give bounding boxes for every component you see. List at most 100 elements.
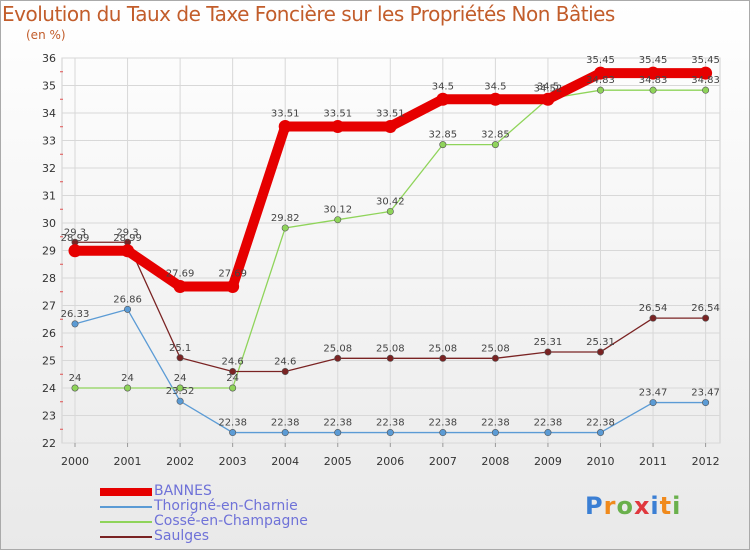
legend-label: BANNES bbox=[154, 483, 212, 499]
data-label: 32.85 bbox=[481, 130, 510, 141]
legend-swatch bbox=[100, 488, 152, 496]
data-point bbox=[541, 92, 555, 106]
data-label: 24 bbox=[174, 373, 187, 384]
data-label: 32.85 bbox=[429, 130, 458, 141]
data-point bbox=[439, 141, 447, 149]
x-tick-label: 2010 bbox=[587, 455, 615, 468]
y-tick-label: 31 bbox=[42, 190, 56, 203]
data-point bbox=[386, 429, 394, 437]
data-label: 22.38 bbox=[586, 418, 615, 429]
data-label: 29.82 bbox=[271, 213, 300, 224]
y-tick-label: 24 bbox=[42, 382, 56, 395]
data-point bbox=[281, 429, 289, 437]
data-point bbox=[334, 216, 342, 224]
data-point bbox=[226, 280, 240, 294]
y-tick-label: 35 bbox=[42, 80, 56, 93]
data-point bbox=[544, 429, 552, 437]
data-point bbox=[229, 429, 237, 437]
data-label: 29.3 bbox=[116, 227, 138, 238]
data-point bbox=[124, 305, 132, 313]
data-point bbox=[491, 429, 499, 437]
x-tick-label: 2002 bbox=[166, 455, 194, 468]
legend-label: Thorigné-en-Charnie bbox=[154, 498, 298, 514]
data-point bbox=[68, 244, 82, 258]
x-tick-label: 2011 bbox=[639, 455, 667, 468]
data-label: 24.6 bbox=[222, 357, 244, 368]
data-label: 24.6 bbox=[274, 357, 296, 368]
y-tick-label: 23 bbox=[42, 410, 56, 423]
data-label: 28.99 bbox=[61, 233, 90, 244]
y-tick-label: 27 bbox=[42, 300, 56, 313]
data-point bbox=[649, 399, 657, 407]
data-label: 33.51 bbox=[271, 108, 300, 119]
data-point bbox=[281, 367, 289, 375]
legend-item: Cossé-en-Champagne bbox=[100, 513, 380, 529]
logo-letter: P bbox=[585, 492, 604, 520]
y-tick-label: 29 bbox=[42, 245, 56, 258]
data-point bbox=[439, 429, 447, 437]
data-point bbox=[594, 66, 607, 80]
data-label: 28.99 bbox=[113, 233, 142, 244]
logo-letter: t bbox=[659, 492, 673, 520]
logo-letter: r bbox=[603, 492, 617, 520]
data-label: 25.08 bbox=[429, 343, 458, 354]
data-point bbox=[488, 92, 502, 106]
data-label: 22.38 bbox=[534, 418, 563, 429]
data-label: 26.54 bbox=[691, 303, 720, 314]
data-label: 34.5 bbox=[484, 81, 506, 92]
data-point bbox=[596, 429, 604, 437]
data-label: 26.86 bbox=[113, 294, 142, 305]
chart-title: Evolution du Taux de Taxe Foncière sur l… bbox=[2, 2, 615, 26]
data-point bbox=[702, 86, 710, 94]
data-label: 34.83 bbox=[691, 75, 720, 86]
logo-letter: o bbox=[616, 492, 634, 520]
data-point bbox=[649, 86, 657, 94]
data-label: 33.51 bbox=[323, 108, 352, 119]
x-tick-label: 2005 bbox=[324, 455, 352, 468]
data-point bbox=[176, 384, 184, 392]
legend-label: Saulges bbox=[154, 528, 210, 544]
data-label: 22.38 bbox=[323, 418, 352, 429]
data-label: 25.08 bbox=[376, 343, 405, 354]
data-point bbox=[649, 314, 657, 322]
data-label: 22.38 bbox=[429, 418, 458, 429]
data-label: 35.45 bbox=[639, 55, 668, 66]
y-tick-label: 33 bbox=[42, 135, 56, 148]
legend: BANNES Thorigné-en-Charnie Cossé-en-Champa… bbox=[100, 483, 380, 544]
data-label: 22.38 bbox=[271, 418, 300, 429]
logo-letter: x bbox=[633, 492, 651, 520]
data-label: 25.08 bbox=[481, 343, 510, 354]
data-label: 34.5 bbox=[432, 81, 454, 92]
data-point bbox=[702, 314, 710, 322]
data-point bbox=[176, 397, 184, 405]
x-tick-label: 2009 bbox=[534, 455, 562, 468]
y-tick-label: 36 bbox=[42, 52, 56, 65]
y-tick-label: 34 bbox=[42, 107, 56, 120]
x-tick-label: 2008 bbox=[481, 455, 509, 468]
data-label: 26.54 bbox=[639, 303, 668, 314]
data-point bbox=[176, 354, 184, 362]
data-point bbox=[281, 224, 289, 232]
legend-item: Thorigné-en-Charnie bbox=[100, 498, 380, 514]
data-point bbox=[124, 384, 132, 392]
data-label: 23.52 bbox=[166, 386, 195, 397]
data-point bbox=[646, 66, 660, 80]
data-point bbox=[331, 119, 345, 133]
data-point bbox=[439, 354, 447, 362]
y-tick-label: 30 bbox=[42, 217, 56, 230]
data-point bbox=[229, 367, 237, 375]
data-point bbox=[491, 141, 499, 149]
x-tick-label: 2000 bbox=[61, 455, 89, 468]
data-point bbox=[334, 429, 342, 437]
data-label: 33.51 bbox=[376, 108, 405, 119]
data-point bbox=[386, 207, 394, 215]
data-point bbox=[702, 399, 710, 407]
data-label: 22.38 bbox=[481, 418, 510, 429]
data-label: 24 bbox=[121, 373, 134, 384]
data-label: 34.83 bbox=[586, 75, 615, 86]
data-label: 23.47 bbox=[691, 388, 720, 399]
data-label: 35.45 bbox=[691, 55, 720, 66]
data-label: 29.3 bbox=[64, 227, 86, 238]
legend-swatch bbox=[100, 506, 152, 508]
